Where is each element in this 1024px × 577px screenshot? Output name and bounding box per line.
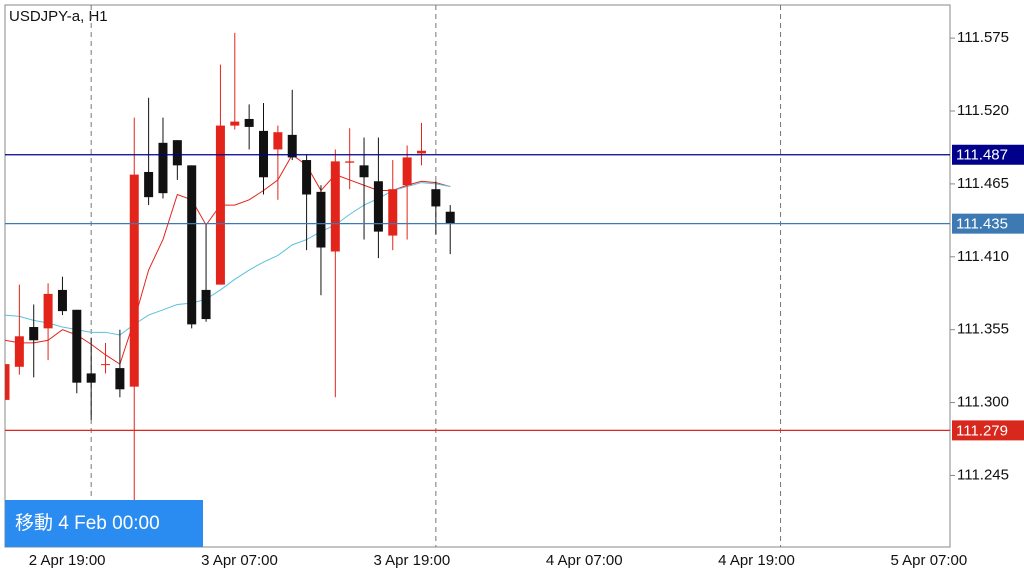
price-label: 111.279 (956, 422, 1008, 439)
price-label-box (952, 144, 1024, 165)
candle-body (230, 121, 240, 126)
candle-body (416, 150, 426, 154)
candle-body (302, 160, 312, 195)
y-tick-label: 111.355 (957, 321, 1009, 338)
candle-body (187, 165, 197, 325)
candle-body (215, 125, 225, 285)
candle-body (57, 289, 67, 312)
candle-body (172, 140, 182, 166)
candle-body (330, 161, 340, 252)
x-tick-label: 3 Apr 07:00 (201, 552, 278, 569)
move-button-label[interactable]: 移動 4 Feb 00:00 (15, 512, 160, 534)
candle-body (273, 132, 283, 150)
candle-body (129, 174, 139, 387)
x-tick-label: 4 Apr 19:00 (718, 552, 795, 569)
chart-title: USDJPY-a, H1 (9, 8, 108, 25)
candle-body (5, 364, 10, 400)
candle-body (43, 293, 53, 329)
candle-body (201, 289, 211, 320)
candle-body (244, 118, 254, 127)
x-tick-label: 3 Apr 19:00 (373, 552, 450, 569)
candle-body (158, 142, 168, 194)
candle-body (402, 157, 412, 186)
y-tick-label: 111.300 (957, 394, 1009, 411)
x-tick-label: 4 Apr 07:00 (546, 552, 623, 569)
y-tick-label: 111.520 (957, 102, 1009, 119)
y-tick-label: 111.245 (957, 466, 1009, 483)
plot (5, 32, 455, 510)
price-label: 111.487 (956, 147, 1008, 164)
candle-body (29, 327, 39, 341)
candle-body (388, 189, 398, 236)
candle-body (144, 171, 154, 198)
y-tick-label: 111.465 (957, 175, 1009, 192)
candle-body (445, 211, 455, 224)
plot-frame (4, 4, 951, 548)
candle-body (72, 309, 82, 383)
candle-body (287, 134, 297, 158)
price-label-box (952, 420, 1024, 441)
y-tick-label: 111.410 (957, 248, 1009, 265)
candle-body (101, 364, 111, 366)
candle-body (86, 373, 96, 383)
candle-body (345, 161, 355, 163)
price-label: 111.435 (956, 216, 1008, 233)
moving-average (5, 154, 451, 365)
candle-body (359, 165, 369, 178)
x-tick-label: 2 Apr 19:00 (29, 552, 106, 569)
y-tick-label: 111.575 (957, 29, 1009, 46)
move-button[interactable] (5, 500, 203, 547)
candle-body (14, 336, 24, 367)
candle-body (316, 191, 326, 248)
candle-body (431, 189, 441, 207)
candle-body (259, 130, 269, 178)
price-label-box (952, 213, 1024, 234)
candle-body (115, 368, 125, 390)
x-tick-label: 5 Apr 07:00 (891, 552, 968, 569)
candle-body (373, 181, 383, 232)
